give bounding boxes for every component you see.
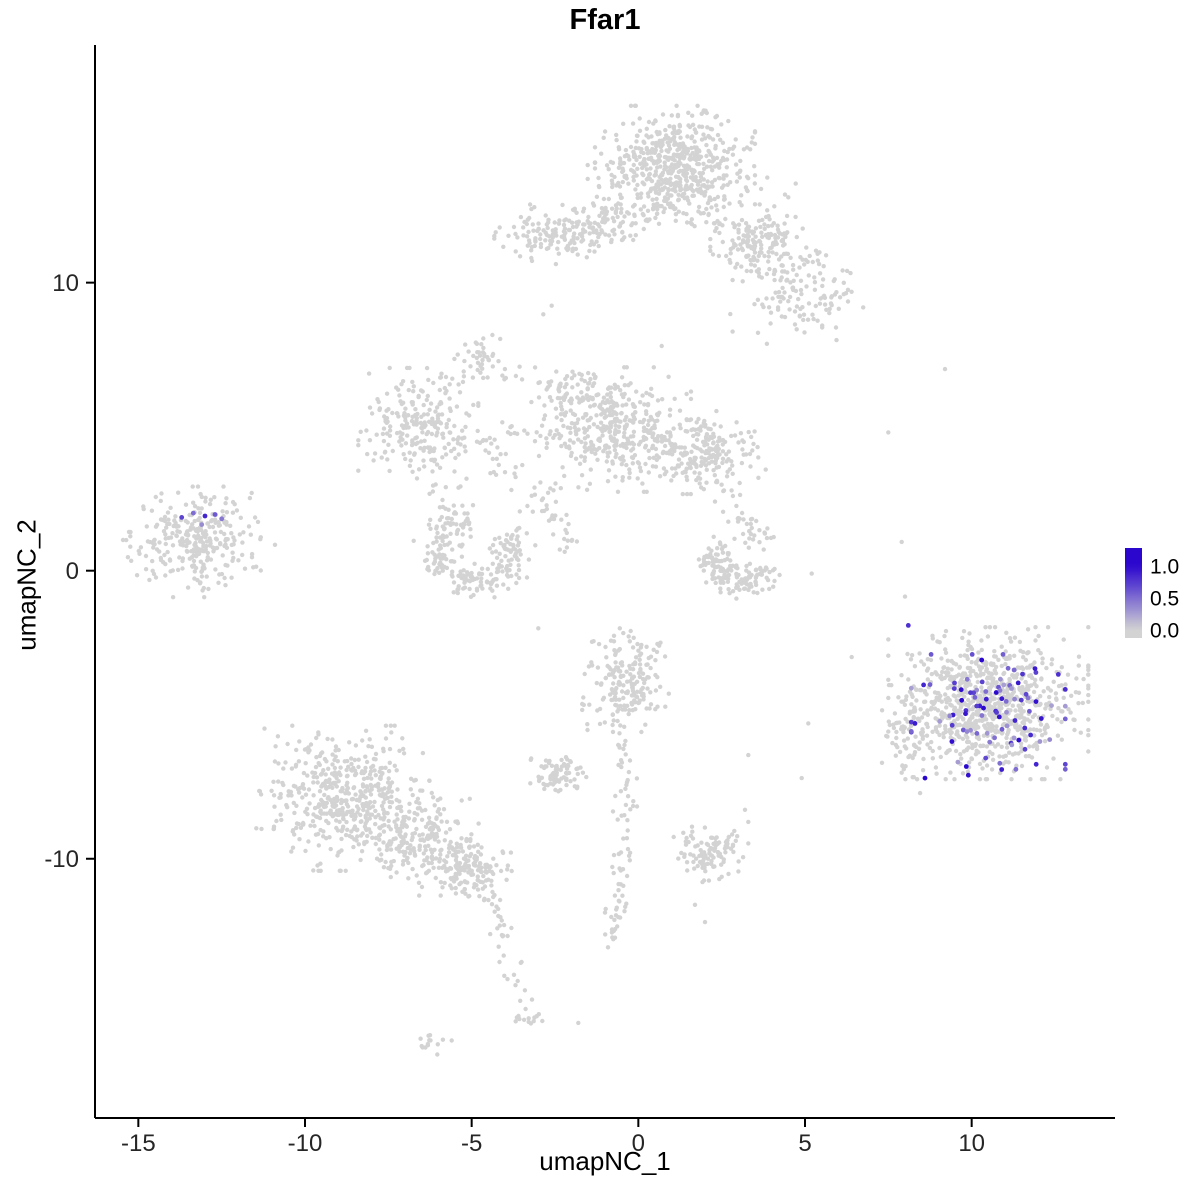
x-tick-label: -5 bbox=[461, 1130, 482, 1157]
x-tick-label: 5 bbox=[798, 1130, 811, 1157]
x-tick-label: 10 bbox=[958, 1130, 985, 1157]
y-tick-label: 0 bbox=[66, 558, 79, 585]
plot-title: Ffar1 bbox=[569, 4, 641, 36]
y-tick-label: -10 bbox=[44, 846, 79, 873]
legend-tick-label: 1.0 bbox=[1150, 555, 1179, 578]
legend-tick-label: 0.0 bbox=[1150, 619, 1179, 642]
x-tick-label: -15 bbox=[121, 1130, 156, 1157]
y-tick-label: 10 bbox=[52, 270, 79, 297]
legend-tick-label: 0.5 bbox=[1150, 587, 1179, 610]
x-tick-label: -10 bbox=[288, 1130, 323, 1157]
scatter-points-layer bbox=[120, 103, 1091, 1057]
expression-legend: 1.0 0.5 0.0 bbox=[1125, 548, 1179, 642]
x-tick-label: 0 bbox=[632, 1130, 645, 1157]
x-axis-label: umapNC_1 bbox=[539, 1146, 671, 1176]
y-axis-label: umapNC_2 bbox=[11, 519, 42, 651]
axes-layer: -15 -10 -5 0 5 10 -10 0 10 bbox=[44, 45, 1115, 1157]
legend-gradient-bar bbox=[1125, 548, 1142, 638]
